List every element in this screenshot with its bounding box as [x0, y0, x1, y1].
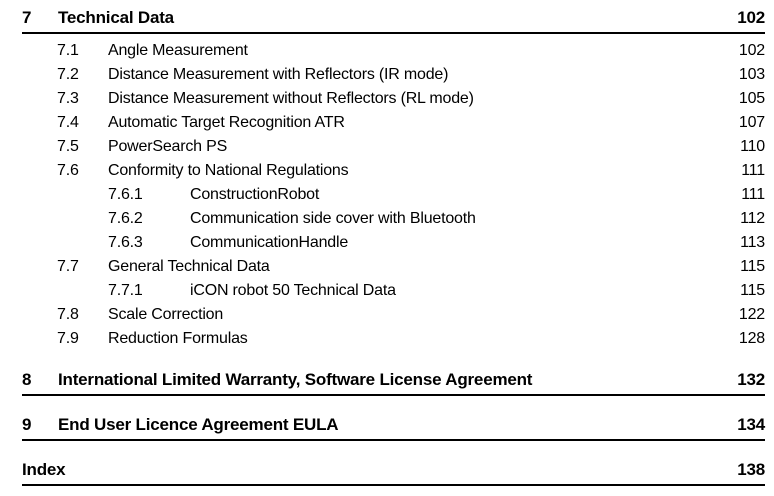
toc-content: 7 Technical Data 102 7.1 Angle Measureme… — [22, 0, 765, 486]
entry-page-number: 115 — [740, 282, 765, 299]
entry-title: Automatic Target Recognition ATR — [108, 114, 345, 131]
index-title: Index — [22, 460, 66, 479]
toc-entry[interactable]: 7.6.1 ConstructionRobot 111 — [22, 183, 765, 207]
chapter-page-number: 134 — [737, 415, 765, 434]
entry-number: 7.9 — [57, 330, 79, 347]
entry-title: iCON robot 50 Technical Data — [190, 282, 396, 299]
toc-entry[interactable]: 7.4 Automatic Target Recognition ATR 107 — [22, 111, 765, 135]
chapter-title: Technical Data — [58, 8, 174, 27]
horizontal-rule — [22, 439, 765, 441]
horizontal-rule — [22, 394, 765, 396]
entry-page-number: 115 — [740, 258, 765, 275]
chapter-title: International Limited Warranty, Software… — [58, 370, 533, 389]
chapter-number: 8 — [22, 370, 32, 389]
toc-entry[interactable]: 7.6.3 CommunicationHandle 113 — [22, 231, 765, 255]
chapter-page-number: 102 — [737, 8, 765, 27]
toc-entry[interactable]: 7.5 PowerSearch PS 110 — [22, 135, 765, 159]
chapter-7-section: 7 Technical Data 102 7.1 Angle Measureme… — [22, 0, 765, 351]
entry-page-number: 111 — [741, 162, 765, 179]
entry-title: Distance Measurement without Reflectors … — [108, 90, 474, 107]
chapter-9-section: 9 End User Licence Agreement EULA 134 — [22, 413, 765, 441]
entry-number: 7.4 — [57, 114, 79, 131]
entry-page-number: 105 — [738, 90, 765, 107]
entry-number: 7.1 — [57, 42, 79, 59]
entry-page-number: 111 — [741, 186, 765, 203]
toc-entry[interactable]: 7.2 Distance Measurement with Reflectors… — [22, 63, 765, 87]
entry-number: 7.6.3 — [108, 234, 143, 251]
chapter-number: 7 — [22, 8, 32, 27]
entry-number: 7.2 — [57, 66, 79, 83]
entry-title: Conformity to National Regulations — [108, 162, 349, 179]
entry-number: 7.6.1 — [108, 186, 143, 203]
entry-number: 7.3 — [57, 90, 79, 107]
index-page-number: 138 — [737, 460, 765, 479]
entry-title: Scale Correction — [108, 306, 224, 323]
entry-page-number: 102 — [738, 42, 765, 59]
toc-chapter-row-8[interactable]: 8 International Limited Warranty, Softwa… — [22, 368, 765, 392]
entry-page-number: 112 — [740, 210, 765, 227]
entry-title: Angle Measurement — [108, 42, 248, 59]
toc-entry[interactable]: 7.8 Scale Correction 122 — [22, 303, 765, 327]
entry-title: ConstructionRobot — [190, 186, 320, 203]
entry-title: General Technical Data — [108, 258, 270, 275]
toc-entry[interactable]: 7.6 Conformity to National Regulations 1… — [22, 159, 765, 183]
toc-entry[interactable]: 7.3 Distance Measurement without Reflect… — [22, 87, 765, 111]
horizontal-rule — [22, 32, 765, 34]
entry-page-number: 113 — [740, 234, 765, 251]
toc-entry[interactable]: 7.7 General Technical Data 115 — [22, 255, 765, 279]
entry-number: 7.7 — [57, 258, 79, 275]
chapter-number: 9 — [22, 415, 32, 434]
entry-title: Distance Measurement with Reflectors (IR… — [108, 66, 449, 83]
entry-page-number: 110 — [740, 138, 765, 155]
entry-title: PowerSearch PS — [108, 138, 228, 155]
entry-number: 7.8 — [57, 306, 79, 323]
index-section: Index 138 — [22, 458, 765, 486]
entry-page-number: 107 — [738, 114, 765, 131]
entry-title: CommunicationHandle — [190, 234, 349, 251]
entry-number: 7.6 — [57, 162, 79, 179]
chapter-title: End User Licence Agreement EULA — [58, 415, 339, 434]
toc-chapter-row-7[interactable]: 7 Technical Data 102 — [22, 0, 765, 30]
chapter-7-entries: 7.1 Angle Measurement 102 7.2 Distance M… — [22, 39, 765, 351]
horizontal-rule — [22, 484, 765, 486]
entry-title: Reduction Formulas — [108, 330, 248, 347]
entry-number: 7.5 — [57, 138, 79, 155]
entry-number: 7.6.2 — [108, 210, 143, 227]
toc-index-row[interactable]: Index 138 — [22, 458, 765, 482]
toc-chapter-row-9[interactable]: 9 End User Licence Agreement EULA 134 — [22, 413, 765, 437]
entry-page-number: 103 — [738, 66, 765, 83]
chapter-page-number: 132 — [737, 370, 765, 389]
entry-title: Communication side cover with Bluetooth — [190, 210, 476, 227]
toc-entry[interactable]: 7.7.1 iCON robot 50 Technical Data 115 — [22, 279, 765, 303]
toc-entry[interactable]: 7.9 Reduction Formulas 128 — [22, 327, 765, 351]
chapter-8-section: 8 International Limited Warranty, Softwa… — [22, 368, 765, 396]
entry-page-number: 122 — [738, 306, 765, 323]
toc-entry[interactable]: 7.1 Angle Measurement 102 — [22, 39, 765, 63]
entry-number: 7.7.1 — [108, 282, 143, 299]
toc-entry[interactable]: 7.6.2 Communication side cover with Blue… — [22, 207, 765, 231]
entry-page-number: 128 — [738, 330, 765, 347]
